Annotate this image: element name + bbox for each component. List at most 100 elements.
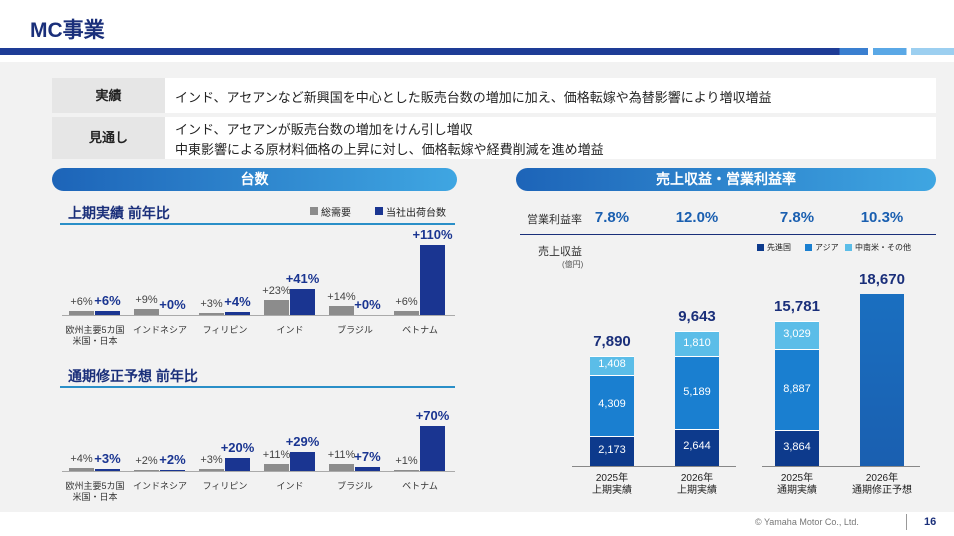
- legend-label: 中南米・その他: [855, 243, 911, 252]
- bar: [355, 466, 380, 471]
- value-label: +6%: [70, 296, 93, 309]
- value-label: +7%: [354, 448, 381, 464]
- total-label: 15,781: [774, 297, 820, 315]
- margin-value: 10.3%: [860, 209, 904, 226]
- summary-text: インド、アセアンが販売台数の増加をけん引し増収: [175, 122, 473, 137]
- legend-swatch: [310, 207, 318, 215]
- value-label: +23%: [262, 285, 291, 298]
- value-label: +14%: [327, 291, 356, 304]
- x-tick-label: フィリピン: [202, 325, 248, 335]
- legend-label: アジア: [815, 243, 839, 252]
- value-label: +6%: [395, 296, 418, 309]
- value-label: +9%: [135, 294, 158, 307]
- bar-segment: [775, 320, 819, 349]
- copyright: © Yamaha Motor Co., Ltd.: [755, 517, 859, 527]
- x-tick-label: ブラジル: [337, 481, 373, 491]
- value-label: +29%: [285, 434, 320, 450]
- summary-label: 見通し: [52, 117, 165, 159]
- value-label: +4%: [70, 453, 93, 466]
- legend-swatch: [845, 244, 852, 251]
- y-unit: (億円): [562, 260, 584, 269]
- segment-label: 3,864: [783, 441, 811, 454]
- segment-label: 5,189: [683, 385, 711, 398]
- summary-row: [52, 117, 936, 159]
- value-label: +11%: [262, 448, 291, 461]
- value-label: +110%: [412, 226, 453, 242]
- bar: [134, 469, 159, 471]
- value-label: +6%: [94, 293, 121, 309]
- baseline: [62, 471, 455, 472]
- summary-row: [52, 78, 936, 113]
- bar: [95, 311, 120, 315]
- bar: [329, 463, 354, 471]
- segment-label: 2,173: [598, 443, 626, 456]
- bar-segment: [675, 428, 719, 466]
- value-label: +41%: [285, 270, 320, 286]
- total-label: 9,643: [678, 307, 716, 325]
- divider: [906, 514, 907, 530]
- margin-value: 12.0%: [675, 209, 719, 226]
- subtitle-rule: [60, 386, 455, 388]
- bar: [199, 469, 224, 471]
- value-label: +2%: [135, 454, 158, 467]
- value-label: +70%: [415, 408, 450, 424]
- value-label: +0%: [354, 297, 381, 312]
- x-tick-label: 2026年 上期実績: [677, 473, 717, 496]
- bar: [69, 311, 94, 315]
- value-label: +3%: [200, 298, 223, 311]
- x-tick-label: 2026年 通期修正予想: [852, 473, 912, 496]
- segment-label: 1,408: [598, 358, 626, 371]
- panel-header: 売上収益・営業利益率: [516, 168, 936, 191]
- bar: [264, 300, 289, 315]
- margin-title: 営業利益率: [527, 214, 582, 226]
- legend-label: 当社出荷台数: [386, 208, 446, 219]
- axis: [762, 466, 920, 467]
- summary-text: インド、アセアンなど新興国を中心とした販売台数の増加に加え、価格転嫁や為替影響に…: [175, 90, 772, 105]
- value-label: +20%: [220, 440, 255, 456]
- x-tick-label: インド: [276, 325, 304, 335]
- x-tick-label: ブラジル: [337, 325, 373, 335]
- bar: [329, 306, 354, 315]
- legend-swatch: [375, 207, 383, 215]
- x-tick-label: 2025年 通期実績: [777, 473, 817, 496]
- total-label: 7,890: [593, 332, 631, 350]
- value-label: +1%: [395, 455, 418, 468]
- bar: [394, 470, 419, 471]
- segment-label: 4,309: [598, 398, 626, 411]
- bar: [394, 311, 419, 315]
- chart-subtitle: 通期修正予想 前年比: [68, 368, 198, 384]
- segment-label: 8,887: [783, 382, 811, 395]
- value-label: +4%: [224, 294, 251, 310]
- baseline: [62, 315, 455, 316]
- x-tick-label: ベトナム: [402, 325, 438, 335]
- bar: [199, 313, 224, 315]
- bar: [225, 312, 250, 315]
- value-label: +2%: [159, 451, 186, 467]
- bar-segment: [775, 430, 819, 466]
- bar-segment: [775, 348, 819, 431]
- value-label: +3%: [94, 451, 121, 467]
- bar-segment: [590, 355, 634, 376]
- segment-label: 2,644: [683, 440, 711, 453]
- bar: [290, 288, 315, 315]
- x-tick-label: 欧州主要5カ国 米国・日本: [65, 481, 125, 502]
- segment-label: 1,810: [683, 336, 711, 349]
- x-tick-label: フィリピン: [202, 481, 248, 491]
- bar: [69, 468, 94, 471]
- slide-title: MC事業: [30, 19, 105, 42]
- bar: [225, 458, 250, 471]
- margin-value: 7.8%: [779, 209, 815, 226]
- bar-segment: [590, 375, 634, 436]
- bar: [95, 469, 120, 471]
- value-label: +3%: [200, 454, 223, 467]
- legend-swatch: [757, 244, 764, 251]
- panel-header: 台数: [52, 168, 457, 191]
- x-tick-label: インドネシア: [132, 481, 187, 491]
- bar-segment: [590, 435, 634, 466]
- value-label: +11%: [327, 448, 356, 461]
- page-number: 16: [924, 516, 937, 528]
- chart-subtitle: 上期実績 前年比: [68, 205, 170, 221]
- margin-value: 7.8%: [594, 209, 630, 226]
- bar: [264, 463, 289, 471]
